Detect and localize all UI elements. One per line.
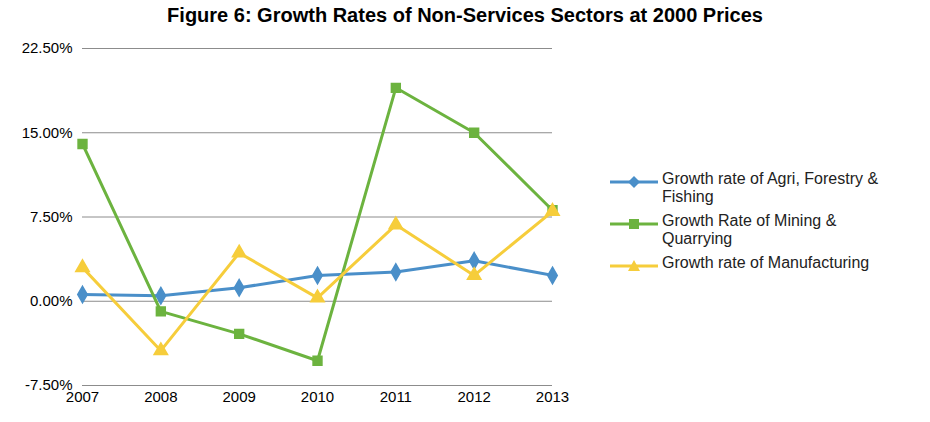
svg-text:15.00%: 15.00%	[22, 124, 73, 141]
html-text:Growth Rate of Mining & Quarry: Growth Rate of Mining & Quarrying	[662, 211, 837, 247]
html-text:Growth rate of Agri, Forestry: Growth rate of Agri, Forestry & Fishing	[662, 169, 879, 205]
html-text:Figure 6: Growth Rates of Non-: Figure 6: Growth Rates of Non-Services S…	[167, 4, 763, 26]
svg-text:2007: 2007	[66, 388, 99, 405]
svg-text:2008: 2008	[144, 388, 177, 405]
svg-text:22.50%: 22.50%	[22, 39, 73, 56]
svg-text:2011: 2011	[380, 388, 412, 405]
svg-text:2010: 2010	[301, 388, 334, 405]
svg-text:-7.50%: -7.50%	[25, 376, 73, 394]
svg-text:2012: 2012	[457, 388, 490, 405]
svg-text:7.50%: 7.50%	[30, 208, 73, 225]
svg-text:2013: 2013	[536, 388, 569, 405]
svg-text:0.00%: 0.00%	[30, 292, 73, 309]
svg-text:2009: 2009	[222, 388, 255, 405]
html-text:Growth rate of Manufacturing: Growth rate of Manufacturing	[662, 253, 870, 271]
